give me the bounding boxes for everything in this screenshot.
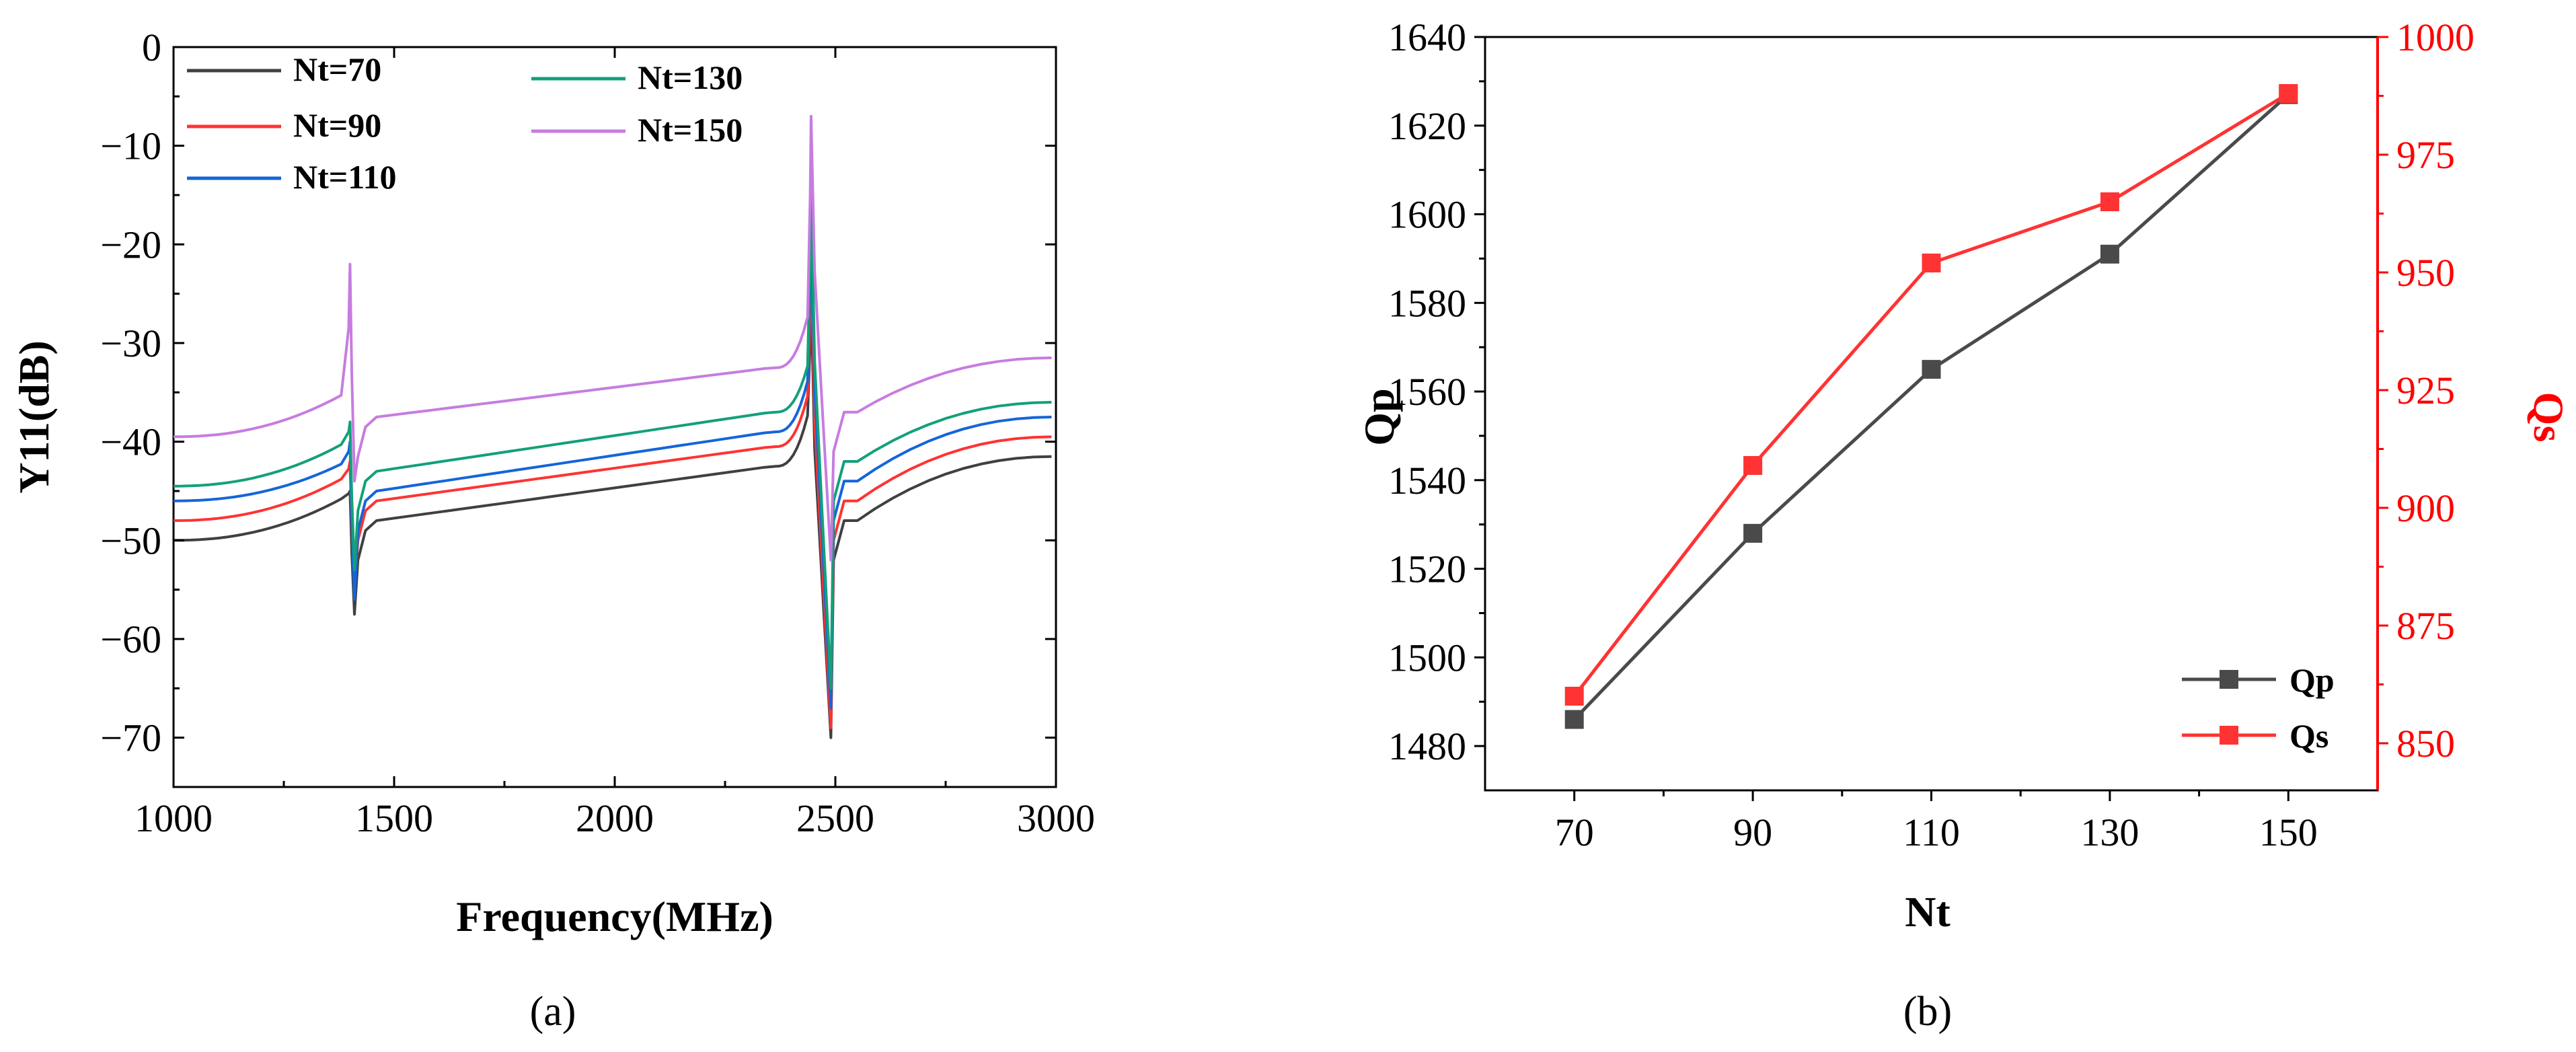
- panel-a-legend-label: Nt=130: [638, 59, 743, 96]
- panel-a-legend-label: Nt=150: [638, 111, 743, 149]
- panel-a-chart: 1000 1500 2000 2500 3000 0 −10 −20 −30 −40 −50 −60 −…: [10, 26, 1095, 1035]
- panel-a-legend: Nt=70 Nt=90 Nt=110 Nt=130 Nt=150: [187, 50, 743, 196]
- panel-b-left-y-tick-label: 1520: [1388, 548, 1466, 591]
- panel-b-x-tick-label: 70: [1555, 811, 1594, 854]
- panel-b-left-y-tick-label: 1560: [1388, 370, 1466, 414]
- panel-b-data-point: [1564, 687, 1584, 706]
- panel-b-x-tick-label: 130: [2080, 811, 2139, 854]
- panel-a-y-tick-label: −50: [100, 519, 161, 562]
- panel-a-y-tick-label: 0: [142, 26, 161, 69]
- panel-b-legend-swatch-marker: [2220, 670, 2238, 689]
- panel-a-x-tick-label: 1500: [355, 796, 433, 840]
- panel-b-x-tick-label: 150: [2259, 811, 2318, 854]
- panel-b-right-y-tick-label: 925: [2396, 369, 2455, 412]
- panel-a-series-line: [173, 184, 1052, 690]
- panel-a-series-line: [173, 114, 1052, 562]
- panel-a-legend-label: Nt=90: [293, 106, 381, 144]
- panel-b-left-axis-title: Qp: [1355, 388, 1403, 445]
- panel-b-right-y-tick-label: 850: [2396, 722, 2455, 765]
- panel-a-y-tick-label: −30: [100, 322, 161, 365]
- panel-b-left-y-tick-label: 1580: [1388, 281, 1466, 325]
- panel-b-data-point: [1922, 254, 1941, 272]
- panel-b-right-y-tick-label: 975: [2396, 133, 2455, 177]
- panel-a-series-line: [173, 292, 1052, 739]
- panel-b-left-y-tick-label: 1540: [1388, 459, 1466, 502]
- panel-b-axis-ticks: 70 90 110 130 150 1480 1500 1520 1540 1560 1580 160…: [1388, 15, 2474, 854]
- panel-b-right-y-tick-label: 950: [2396, 251, 2455, 295]
- panel-b-data-point: [1743, 523, 1763, 543]
- panel-b-legend-label: Qs: [2289, 717, 2328, 755]
- panel-a-x-tick-label: 1000: [135, 796, 213, 840]
- panel-b-chart: 70 90 110 130 150 1480 1500 1520 1540 1560 1580 160…: [1355, 15, 2573, 1035]
- panel-b-left-y-tick-label: 1640: [1388, 15, 1466, 59]
- panel-b-left-y-tick-label: 1600: [1388, 193, 1466, 237]
- panel-a-legend-label: Nt=110: [293, 158, 397, 196]
- panel-a-axis-ticks: 1000 1500 2000 2500 3000 0 −10 −20 −30 −40 −50 −60 −…: [100, 26, 1095, 840]
- panel-b-data-point: [1743, 456, 1763, 475]
- panel-b-left-y-tick-label: 1480: [1388, 724, 1466, 768]
- panel-b-legend-swatch-marker: [2220, 726, 2238, 745]
- panel-b-series-lines: [1564, 84, 2298, 729]
- panel-b-left-y-tick-label: 1620: [1388, 104, 1466, 148]
- panel-b-data-point: [1564, 710, 1584, 729]
- panel-a-y-tick-label: −10: [100, 124, 161, 168]
- panel-a-series-line: [173, 253, 1052, 729]
- panel-a-series-lines: [173, 114, 1052, 739]
- panel-a-y-tick-label: −20: [100, 223, 161, 266]
- panel-b-x-tick-label: 110: [1903, 811, 1960, 854]
- panel-a-x-tick-label: 2000: [576, 796, 654, 840]
- panel-b-right-y-tick-label: 875: [2396, 604, 2455, 648]
- panel-b-plot-frame: [1484, 36, 2379, 792]
- panel-a-x-axis-title: Frequency(MHz): [456, 893, 773, 940]
- panel-a-y-tick-label: −70: [100, 716, 161, 760]
- panel-b-data-point: [2100, 192, 2119, 211]
- panel-a-x-tick-label: 3000: [1017, 796, 1095, 840]
- panel-b-caption: (b): [1903, 989, 1952, 1035]
- panel-b-legend: Qp Qs: [2182, 661, 2335, 755]
- panel-b-left-y-tick-label: 1500: [1388, 636, 1466, 679]
- panel-b-data-point: [2279, 84, 2298, 103]
- panel-a-caption: (a): [530, 989, 576, 1035]
- panel-a-y-axis-title: Y11(dB): [10, 340, 58, 494]
- panel-a-series-line: [173, 213, 1052, 710]
- panel-b-data-point: [1922, 360, 1941, 379]
- panel-b-x-tick-label: 90: [1733, 811, 1772, 854]
- panel-b-right-axis-title: Qs: [2525, 392, 2573, 443]
- panel-a-y-tick-label: −60: [100, 617, 161, 661]
- panel-b-right-y-tick-label: 1000: [2396, 15, 2474, 59]
- panel-a-y-tick-label: −40: [100, 420, 161, 464]
- panel-b-right-y-tick-label: 900: [2396, 486, 2455, 530]
- panel-a-x-tick-label: 2500: [796, 796, 874, 840]
- panel-b-x-axis-title: Nt: [1905, 888, 1950, 936]
- panel-a-legend-label: Nt=70: [293, 50, 381, 88]
- panel-b-data-point: [2100, 244, 2119, 264]
- panel-b-legend-label: Qp: [2289, 661, 2335, 699]
- panel-b-series-line: [1573, 93, 2289, 721]
